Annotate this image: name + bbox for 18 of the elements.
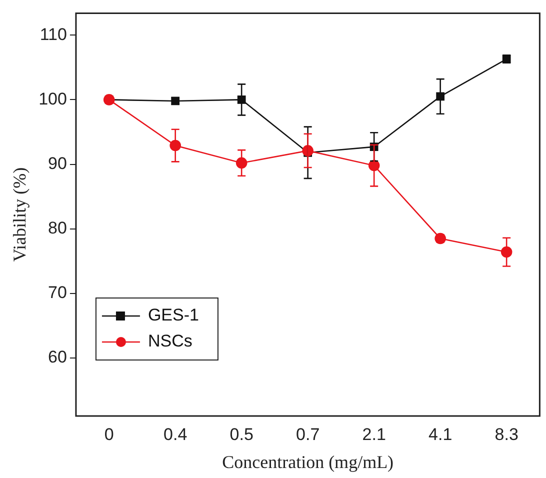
legend-label: NSCs — [148, 332, 192, 351]
point — [237, 96, 246, 104]
x-axis-title: Concentration (mg/mL) — [222, 452, 394, 472]
y-tick-label: 60 — [48, 348, 67, 367]
y-tick-label: 110 — [40, 24, 67, 44]
x-tick-label: 0.7 — [296, 424, 320, 444]
x-tick-label: 0.4 — [164, 424, 188, 444]
x-tick-label: 4.1 — [428, 424, 452, 444]
y-tick-label: 70 — [48, 283, 67, 302]
x-tick-label: 0 — [104, 424, 114, 444]
y-tick-label: 80 — [48, 218, 67, 238]
x-tick-label: 2.1 — [362, 424, 386, 444]
legend-label: GES-1 — [148, 306, 199, 325]
x-tick-label: 8.3 — [494, 424, 518, 444]
y-tick-label: 100 — [38, 89, 67, 108]
x-tick-label: 0.5 — [230, 424, 254, 444]
y-tick-label: 90 — [48, 154, 67, 173]
y-axis-title: Viability (%) — [10, 167, 30, 262]
